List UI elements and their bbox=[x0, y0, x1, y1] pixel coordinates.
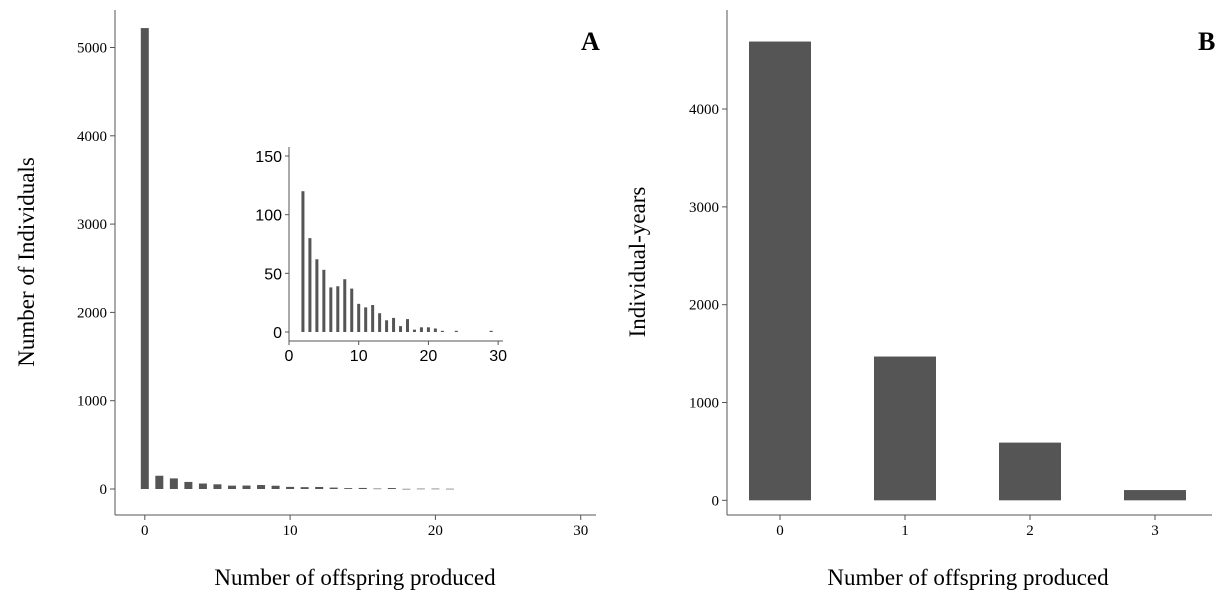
x-tick-label-b-2: 2 bbox=[1026, 523, 1034, 539]
x-tick-label-inset-20: 20 bbox=[420, 348, 438, 365]
bar-a-14 bbox=[344, 488, 353, 489]
x-tick-label-b-1: 1 bbox=[901, 523, 909, 539]
bar-a-15 bbox=[358, 487, 367, 489]
bar-inset-7 bbox=[336, 286, 340, 332]
bar-inset-2 bbox=[301, 191, 305, 332]
y-tick-label-a-4000: 4000 bbox=[77, 129, 107, 145]
bar-a-10 bbox=[286, 486, 295, 489]
bar-inset-24 bbox=[454, 330, 458, 332]
bar-a-0 bbox=[140, 28, 149, 490]
bar-inset-19 bbox=[419, 327, 423, 332]
y-tick-label-inset-0: 0 bbox=[273, 325, 282, 342]
bar-inset-14 bbox=[385, 320, 389, 332]
y-tick-label-b-0: 0 bbox=[712, 493, 720, 509]
bar-inset-9 bbox=[350, 288, 354, 332]
y-tick-label-b-3000: 3000 bbox=[689, 200, 719, 216]
bar-a-19 bbox=[416, 488, 425, 490]
x-tick-label-inset-30: 30 bbox=[489, 348, 507, 365]
panel-label-a: A bbox=[581, 27, 600, 56]
bar-inset-29 bbox=[489, 330, 493, 332]
bar-inset-12 bbox=[371, 305, 375, 332]
bar-b-2 bbox=[999, 442, 1061, 501]
bar-inset-4 bbox=[315, 259, 319, 332]
y-tick-label-a-3000: 3000 bbox=[77, 217, 107, 233]
y-tick-label-inset-150: 150 bbox=[255, 149, 282, 166]
x-axis-title-b: Number of offspring produced bbox=[827, 565, 1109, 590]
bar-inset-3 bbox=[308, 238, 312, 332]
bar-a-20 bbox=[431, 488, 440, 490]
y-tick-label-b-4000: 4000 bbox=[689, 102, 719, 118]
bar-inset-15 bbox=[392, 317, 396, 332]
bar-b-1 bbox=[874, 356, 936, 501]
y-tick-label-a-1000: 1000 bbox=[77, 394, 107, 410]
panel-a-inset: 0 50 100 150 0 10 20 30 bbox=[255, 147, 507, 365]
bar-a-9 bbox=[271, 485, 280, 489]
bar-a-11 bbox=[300, 487, 309, 489]
bar-a-5 bbox=[213, 484, 222, 489]
bar-inset-21 bbox=[433, 328, 437, 332]
y-tick-label-inset-50: 50 bbox=[264, 266, 282, 283]
x-tick-label-a-30: 30 bbox=[573, 523, 588, 539]
y-tick-label-b-1000: 1000 bbox=[689, 396, 719, 412]
bar-b-3 bbox=[1124, 490, 1186, 501]
x-axis-title-a: Number of offspring produced bbox=[214, 565, 496, 590]
x-tick-label-inset-0: 0 bbox=[285, 348, 294, 365]
bar-a-13 bbox=[329, 487, 338, 489]
bar-inset-18 bbox=[412, 329, 416, 332]
bar-a-16 bbox=[373, 488, 382, 490]
bar-a-12 bbox=[315, 486, 324, 489]
x-tick-label-b-0: 0 bbox=[776, 523, 784, 539]
bar-inset-6 bbox=[329, 287, 333, 332]
x-tick-label-a-20: 20 bbox=[428, 523, 443, 539]
bar-a-18 bbox=[402, 488, 411, 490]
y-tick-label-inset-100: 100 bbox=[255, 208, 282, 225]
bar-a-21 bbox=[445, 488, 454, 490]
panel-b: 0 1000 2000 3000 4000 0 1 2 3 Number of offspring… bbox=[625, 10, 1215, 590]
bar-inset-13 bbox=[378, 313, 382, 332]
bar-a-2 bbox=[169, 478, 178, 489]
y-axis-title-a: Number of Individuals bbox=[14, 157, 39, 367]
bar-inset-20 bbox=[426, 327, 430, 332]
bar-inset-10 bbox=[357, 303, 361, 332]
x-tick-label-inset-10: 10 bbox=[350, 348, 368, 365]
bar-a-6 bbox=[227, 485, 236, 489]
x-tick-label-a-10: 10 bbox=[283, 523, 298, 539]
x-tick-label-b-3: 3 bbox=[1151, 523, 1159, 539]
y-tick-label-a-0: 0 bbox=[100, 482, 108, 498]
bar-b-0 bbox=[749, 41, 811, 501]
bar-inset-5 bbox=[322, 269, 326, 332]
bar-a-4 bbox=[198, 483, 207, 489]
bar-a-1 bbox=[155, 475, 164, 489]
panel-label-b: B bbox=[1198, 27, 1215, 56]
bar-inset-11 bbox=[364, 307, 368, 332]
y-tick-label-a-2000: 2000 bbox=[77, 305, 107, 321]
bar-inset-8 bbox=[343, 279, 347, 332]
bar-a-7 bbox=[242, 485, 251, 489]
y-tick-label-a-5000: 5000 bbox=[77, 40, 107, 56]
y-tick-label-b-2000: 2000 bbox=[689, 298, 719, 314]
bar-a-3 bbox=[184, 481, 193, 489]
bar-a-8 bbox=[257, 485, 266, 489]
bar-inset-17 bbox=[406, 319, 410, 332]
bar-inset-22 bbox=[440, 330, 444, 332]
bar-a-17 bbox=[387, 488, 396, 489]
y-axis-title-b: Individual-years bbox=[625, 187, 650, 338]
bar-inset-16 bbox=[399, 326, 403, 332]
x-tick-label-a-0: 0 bbox=[141, 523, 149, 539]
